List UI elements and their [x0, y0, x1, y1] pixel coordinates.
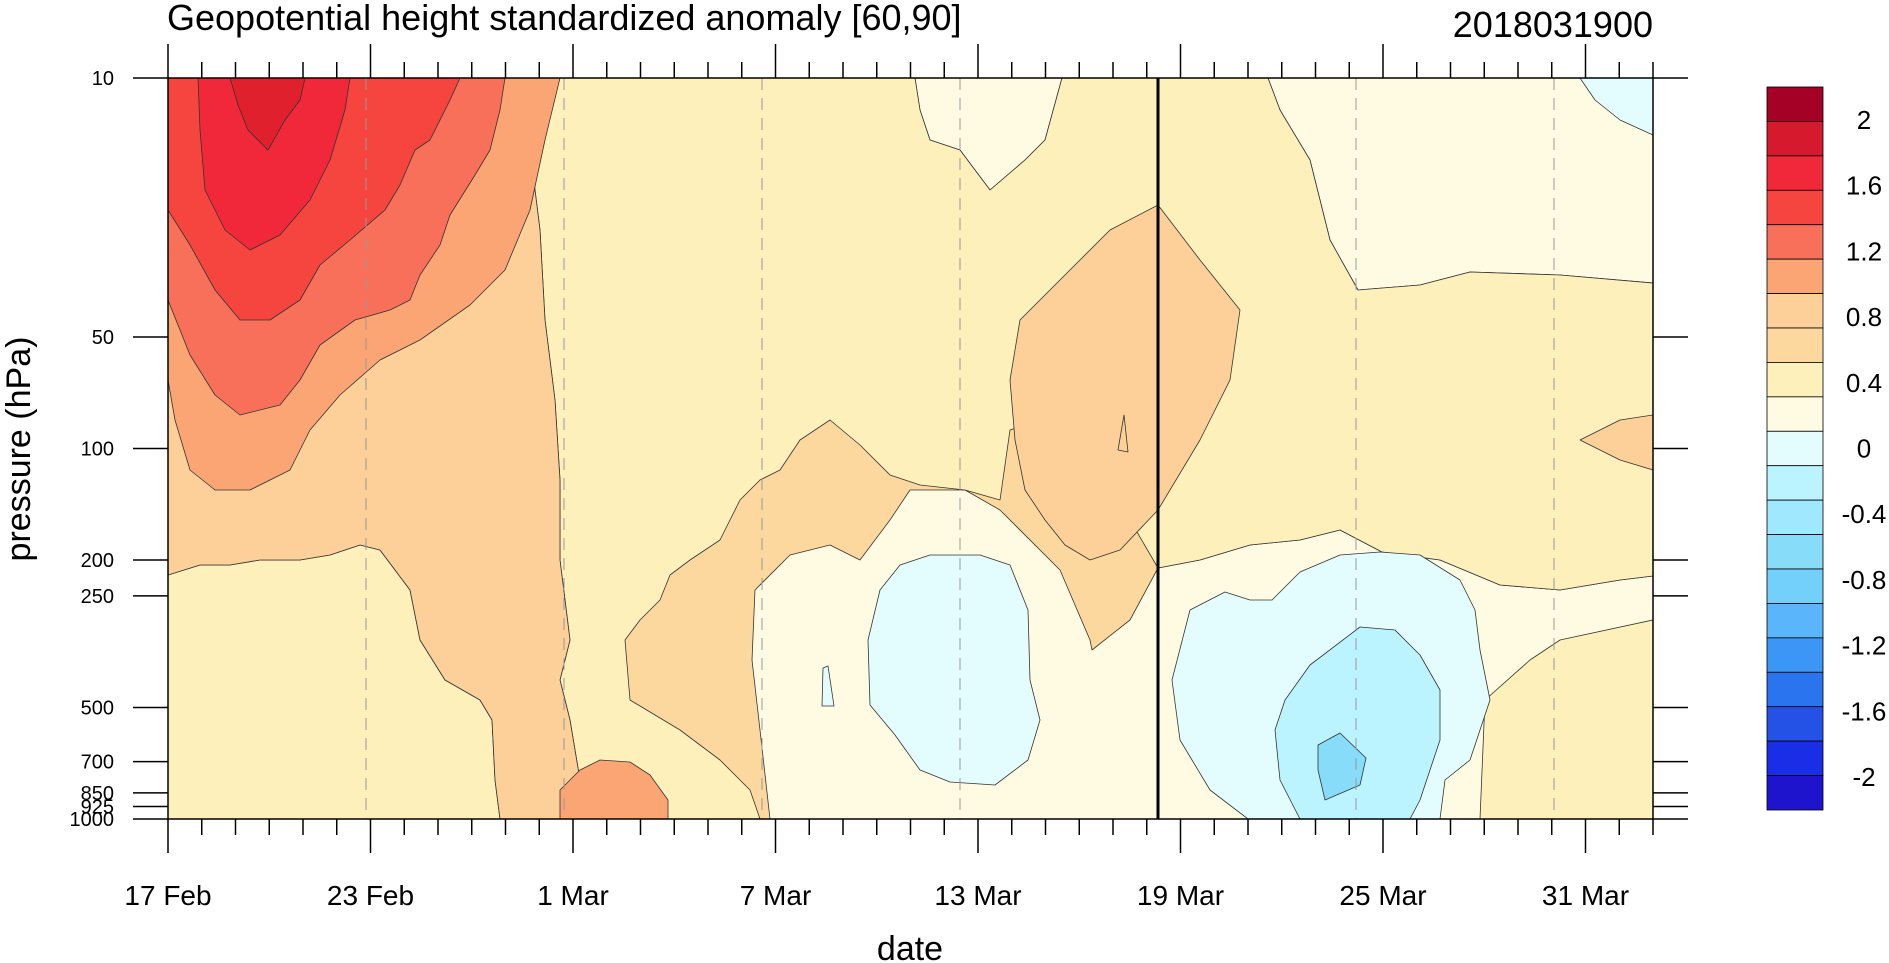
x-tick-label: 25 Mar: [1339, 880, 1426, 911]
y-tick-label: 925: [81, 796, 114, 818]
contour-band: [559, 759, 669, 819]
colorbar-swatch: [1766, 86, 1824, 122]
colorbar-swatch: [1766, 430, 1824, 467]
x-tick-label: 1 Mar: [537, 880, 609, 911]
x-axis-label: date: [877, 930, 943, 963]
colorbar-label: 1.2: [1846, 236, 1882, 266]
chart-title: Geopotential height standardized anomaly…: [167, 0, 962, 38]
colorbar-swatch: [1766, 740, 1824, 776]
y-tick-label: 200: [81, 550, 114, 572]
y-tick-label: 1000: [70, 809, 115, 831]
x-tick-label: 31 Mar: [1542, 880, 1629, 911]
colorbar-swatch: [1766, 671, 1824, 708]
colorbar-label: -2: [1852, 762, 1875, 792]
contour-band: [1274, 626, 1441, 819]
colorbar-swatch: [1766, 362, 1824, 398]
colorbar-swatch: [1766, 706, 1824, 742]
contour-band: [1479, 619, 1653, 819]
x-tick-label: 23 Feb: [327, 880, 414, 911]
contour-band: [821, 665, 835, 707]
y-tick-label: 500: [81, 697, 114, 719]
y-tick-label: 100: [81, 439, 114, 461]
colorbar-swatch: [1766, 775, 1824, 811]
x-tick-label: 17 Feb: [124, 880, 211, 911]
colorbar-label: -1.6: [1842, 696, 1887, 726]
colorbar-label: 0.8: [1846, 302, 1882, 332]
contour-band: [1579, 414, 1653, 471]
colorbar-swatch: [1766, 224, 1824, 260]
contour-band: [1579, 78, 1653, 136]
colorbar: 2 1.6 1.2 0.8 0.4 0 -0.4 -0.8 -1.2 -1.6 -2: [1766, 86, 1887, 811]
colorbar-swatch: [1766, 293, 1824, 329]
colorbar-swatch: [1766, 155, 1824, 191]
colorbar-label: 2: [1857, 105, 1871, 135]
contour-band: [229, 78, 306, 151]
y-tick-label: 700: [81, 752, 114, 774]
colorbar-swatch: [1766, 121, 1824, 157]
x-tick-labels: 17 Feb 23 Feb 1 Mar 7 Mar 13 Mar 19 Mar 25 Mar…: [124, 880, 1629, 911]
colorbar-swatch: [1766, 327, 1824, 363]
contour-band: [1117, 414, 1129, 453]
date-gridlines: [365, 78, 1555, 819]
colorbar-label: -0.8: [1842, 565, 1887, 595]
contour-band: [1009, 204, 1241, 561]
y-tick-label: 50: [92, 327, 114, 349]
y-tick-label: 250: [81, 586, 114, 608]
colorbar-label: 0.4: [1846, 368, 1882, 398]
x-tick-label: 19 Mar: [1137, 880, 1224, 911]
contour-band: [1317, 732, 1367, 801]
y-axis-label: pressure (hPa): [0, 337, 38, 562]
contour-band: [867, 554, 1041, 786]
chart-date-stamp: 2018031900: [1453, 4, 1653, 45]
x-tick-label: 7 Mar: [740, 880, 812, 911]
colorbar-swatch: [1766, 396, 1824, 432]
contour-field: [168, 78, 1653, 819]
colorbar-label: -1.2: [1842, 631, 1887, 661]
colorbar-swatch: [1766, 637, 1824, 673]
colorbar-label: 1.6: [1846, 171, 1882, 201]
contour-band: [197, 78, 351, 251]
colorbar-swatch: [1766, 499, 1824, 535]
colorbar-swatch: [1766, 568, 1824, 604]
colorbar-swatch: [1766, 465, 1824, 501]
axis-ticks: [133, 44, 1688, 853]
x-tick-label: 13 Mar: [934, 880, 1021, 911]
colorbar-label: 0: [1857, 434, 1871, 464]
y-tick-label: 10: [92, 68, 114, 90]
colorbar-swatch: [1766, 258, 1824, 294]
y-tick-label: 850: [81, 783, 114, 805]
colorbar-label: -0.4: [1842, 499, 1887, 529]
colorbar-swatch: [1766, 189, 1824, 226]
colorbar-swatch: [1766, 603, 1824, 639]
colorbar-swatch: [1766, 534, 1824, 570]
